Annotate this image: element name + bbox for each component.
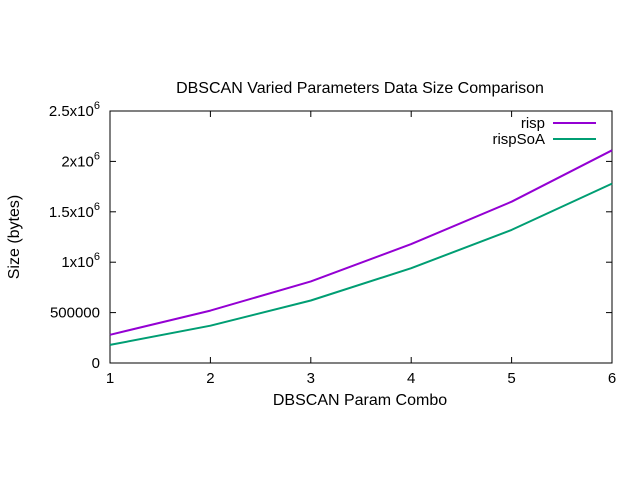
legend-label-risp: risp (521, 115, 545, 132)
y-tick-exponent: 6 (94, 251, 100, 263)
x-tick-label: 1 (106, 370, 114, 387)
legend-label-rispSoA: rispSoA (492, 131, 545, 148)
x-tick-label: 6 (608, 370, 616, 387)
plot-border (109, 110, 613, 364)
series-line-risp (109, 149, 613, 336)
x-tick-label: 4 (407, 370, 415, 387)
y-tick-label: 0 (92, 355, 100, 372)
y-tick-label: 1.5x106 (49, 201, 100, 221)
y-tick-label: 1x106 (61, 251, 100, 271)
x-tick-label: 2 (206, 370, 214, 387)
chart-title: DBSCAN Varied Parameters Data Size Compa… (176, 80, 544, 97)
y-tick-label: 2x106 (61, 150, 100, 170)
y-tick-exponent: 6 (94, 100, 100, 112)
series-line-rispSoA (109, 182, 613, 346)
plot-area (109, 110, 613, 364)
y-tick-base: 2.5x10 (49, 103, 94, 120)
y-tick-label: 2.5x106 (49, 100, 100, 120)
y-tick-exponent: 6 (94, 201, 100, 213)
series-lines (109, 149, 613, 346)
x-axis-title: DBSCAN Param Combo (273, 392, 447, 409)
x-axis: 1 2 3 4 5 6 (106, 111, 616, 387)
y-tick-base: 1.5x10 (49, 204, 94, 221)
y-tick-label: 500000 (50, 305, 100, 322)
x-tick-label: 3 (307, 370, 315, 387)
y-tick-base: 2x10 (61, 153, 94, 170)
y-tick-exponent: 6 (94, 150, 100, 162)
y-tick-base: 1x10 (61, 254, 94, 271)
y-axis-title: Size (bytes) (6, 195, 23, 279)
x-tick-label: 5 (507, 370, 515, 387)
